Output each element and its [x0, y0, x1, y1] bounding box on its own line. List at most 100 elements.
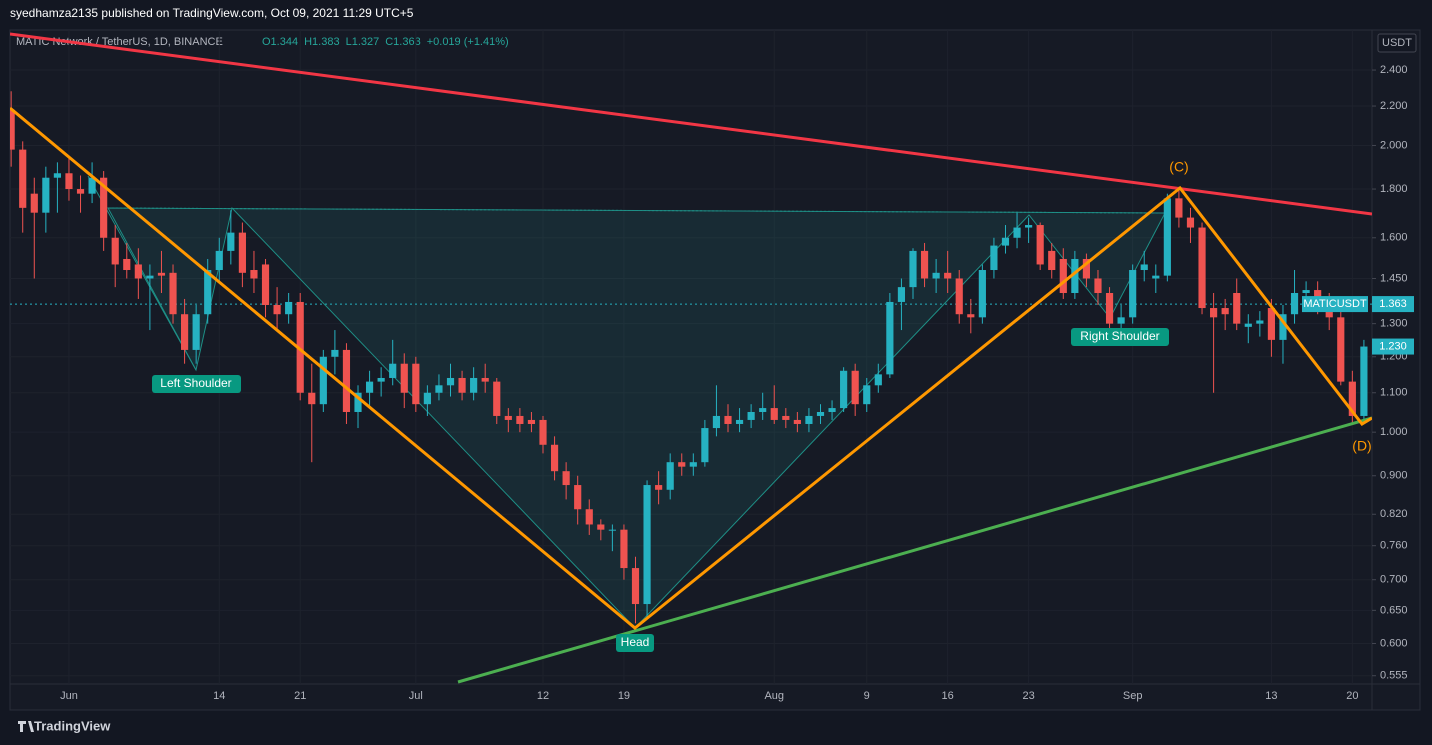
currency: USDT — [1382, 37, 1412, 49]
candle-body — [1001, 237, 1010, 246]
candle-body — [816, 411, 825, 416]
candle-body — [470, 377, 478, 393]
y-tick-label: 0.760 — [1380, 540, 1408, 552]
candle-body — [10, 109, 15, 150]
candle-body — [400, 363, 408, 393]
candle-body — [308, 392, 316, 405]
candle-body — [747, 411, 755, 420]
pattern-fill — [107, 206, 1166, 629]
candle-body — [666, 462, 674, 490]
x-tick-label: Jul — [409, 690, 423, 702]
candle-body — [435, 385, 443, 393]
price-tag-box — [1372, 296, 1414, 313]
candle-body — [389, 363, 397, 378]
x-tick-label: 13 — [1265, 690, 1277, 702]
candle-body — [1290, 292, 1299, 315]
candle-body — [1256, 320, 1264, 324]
candle-body — [365, 381, 374, 393]
candle-body — [863, 385, 871, 405]
candle-body — [701, 428, 709, 463]
candle-body — [967, 314, 975, 318]
candle-body — [1302, 290, 1310, 293]
y-tick-label: 1.300 — [1380, 318, 1408, 330]
candle-body — [342, 349, 351, 412]
candle-body — [1152, 275, 1160, 279]
y-tick-label: 1.450 — [1380, 272, 1408, 284]
candle-body — [874, 374, 882, 386]
candle-body — [1036, 225, 1044, 265]
candle-body — [539, 419, 547, 445]
publisher: syedhamza2135 published on TradingView.c… — [10, 6, 414, 20]
candle-body — [285, 301, 293, 315]
x-tick-label: 20 — [1346, 690, 1358, 702]
y-tick-label: 0.820 — [1380, 508, 1408, 520]
candle-body — [1233, 292, 1241, 324]
candle-body — [1348, 381, 1356, 416]
candle-body — [1279, 314, 1287, 340]
candle-body — [990, 245, 998, 271]
candle-body — [1314, 290, 1322, 299]
logo — [18, 721, 34, 732]
candle-body — [1025, 225, 1033, 228]
candle-body — [53, 173, 61, 178]
y-tick-label: 2.000 — [1380, 139, 1408, 151]
candle-body — [88, 177, 96, 194]
candle-body — [215, 250, 223, 271]
y-tick-label: 1.800 — [1380, 183, 1408, 195]
candle-body — [597, 524, 605, 530]
y-tick-label: 0.700 — [1380, 574, 1408, 586]
candle-body — [886, 301, 894, 375]
x-tick-label: 21 — [294, 690, 306, 702]
candle-body — [840, 370, 848, 409]
candle-body — [851, 370, 859, 405]
candle-body — [620, 529, 628, 569]
neckline — [107, 207, 1166, 214]
ohlc-value: +0.019 (+1.41%) — [427, 36, 509, 48]
candle-body — [481, 377, 489, 382]
candle-body — [1059, 258, 1067, 293]
candle-body — [296, 301, 304, 393]
candles — [10, 91, 1368, 624]
chart-panel — [9, 29, 1421, 711]
price-tag: 1.363 — [1379, 298, 1407, 310]
candle-body — [1071, 258, 1079, 293]
annotation: Right Shoulder — [1080, 329, 1159, 343]
x-tick-label: 14 — [213, 690, 225, 702]
x-tick-label: 23 — [1022, 690, 1034, 702]
ohlc-legend: O1.344 H1.383 L1.327 C1.363 +0.019 (+1.41%) — [262, 36, 509, 48]
candle-body — [1198, 227, 1206, 309]
candle-body — [377, 377, 385, 382]
ohlc-value: C1.363 — [385, 36, 420, 48]
x-tick-label: 12 — [537, 690, 549, 702]
candle-body — [1337, 317, 1345, 382]
candle-body — [724, 415, 732, 424]
candle-body — [1048, 250, 1056, 271]
candle-body — [181, 314, 189, 350]
trendlines — [10, 32, 1372, 684]
candle-body — [1117, 317, 1125, 324]
currency-box — [1377, 33, 1417, 53]
candle-body — [111, 237, 119, 265]
candle-body — [146, 275, 154, 279]
candle-body — [123, 258, 131, 271]
y-tick-label: 1.100 — [1380, 387, 1408, 399]
candle-body — [458, 377, 466, 393]
support-line — [457, 416, 1372, 684]
candle-body — [1140, 264, 1148, 271]
resistance-line — [10, 32, 1372, 216]
x-tick-label: Sep — [1123, 690, 1143, 702]
candle-body — [250, 270, 258, 279]
candle-body — [412, 363, 420, 405]
candle-body — [1186, 217, 1195, 228]
annotation: Left Shoulder — [160, 376, 231, 390]
candle-body — [204, 270, 212, 315]
candle-body — [30, 193, 38, 213]
candle-body — [1094, 278, 1102, 293]
label-box — [152, 375, 241, 393]
candle-body — [504, 415, 512, 420]
candle-body — [932, 272, 940, 279]
candle-body — [793, 419, 801, 424]
candle-body — [493, 381, 501, 416]
y-tick-label: 2.200 — [1380, 100, 1408, 112]
